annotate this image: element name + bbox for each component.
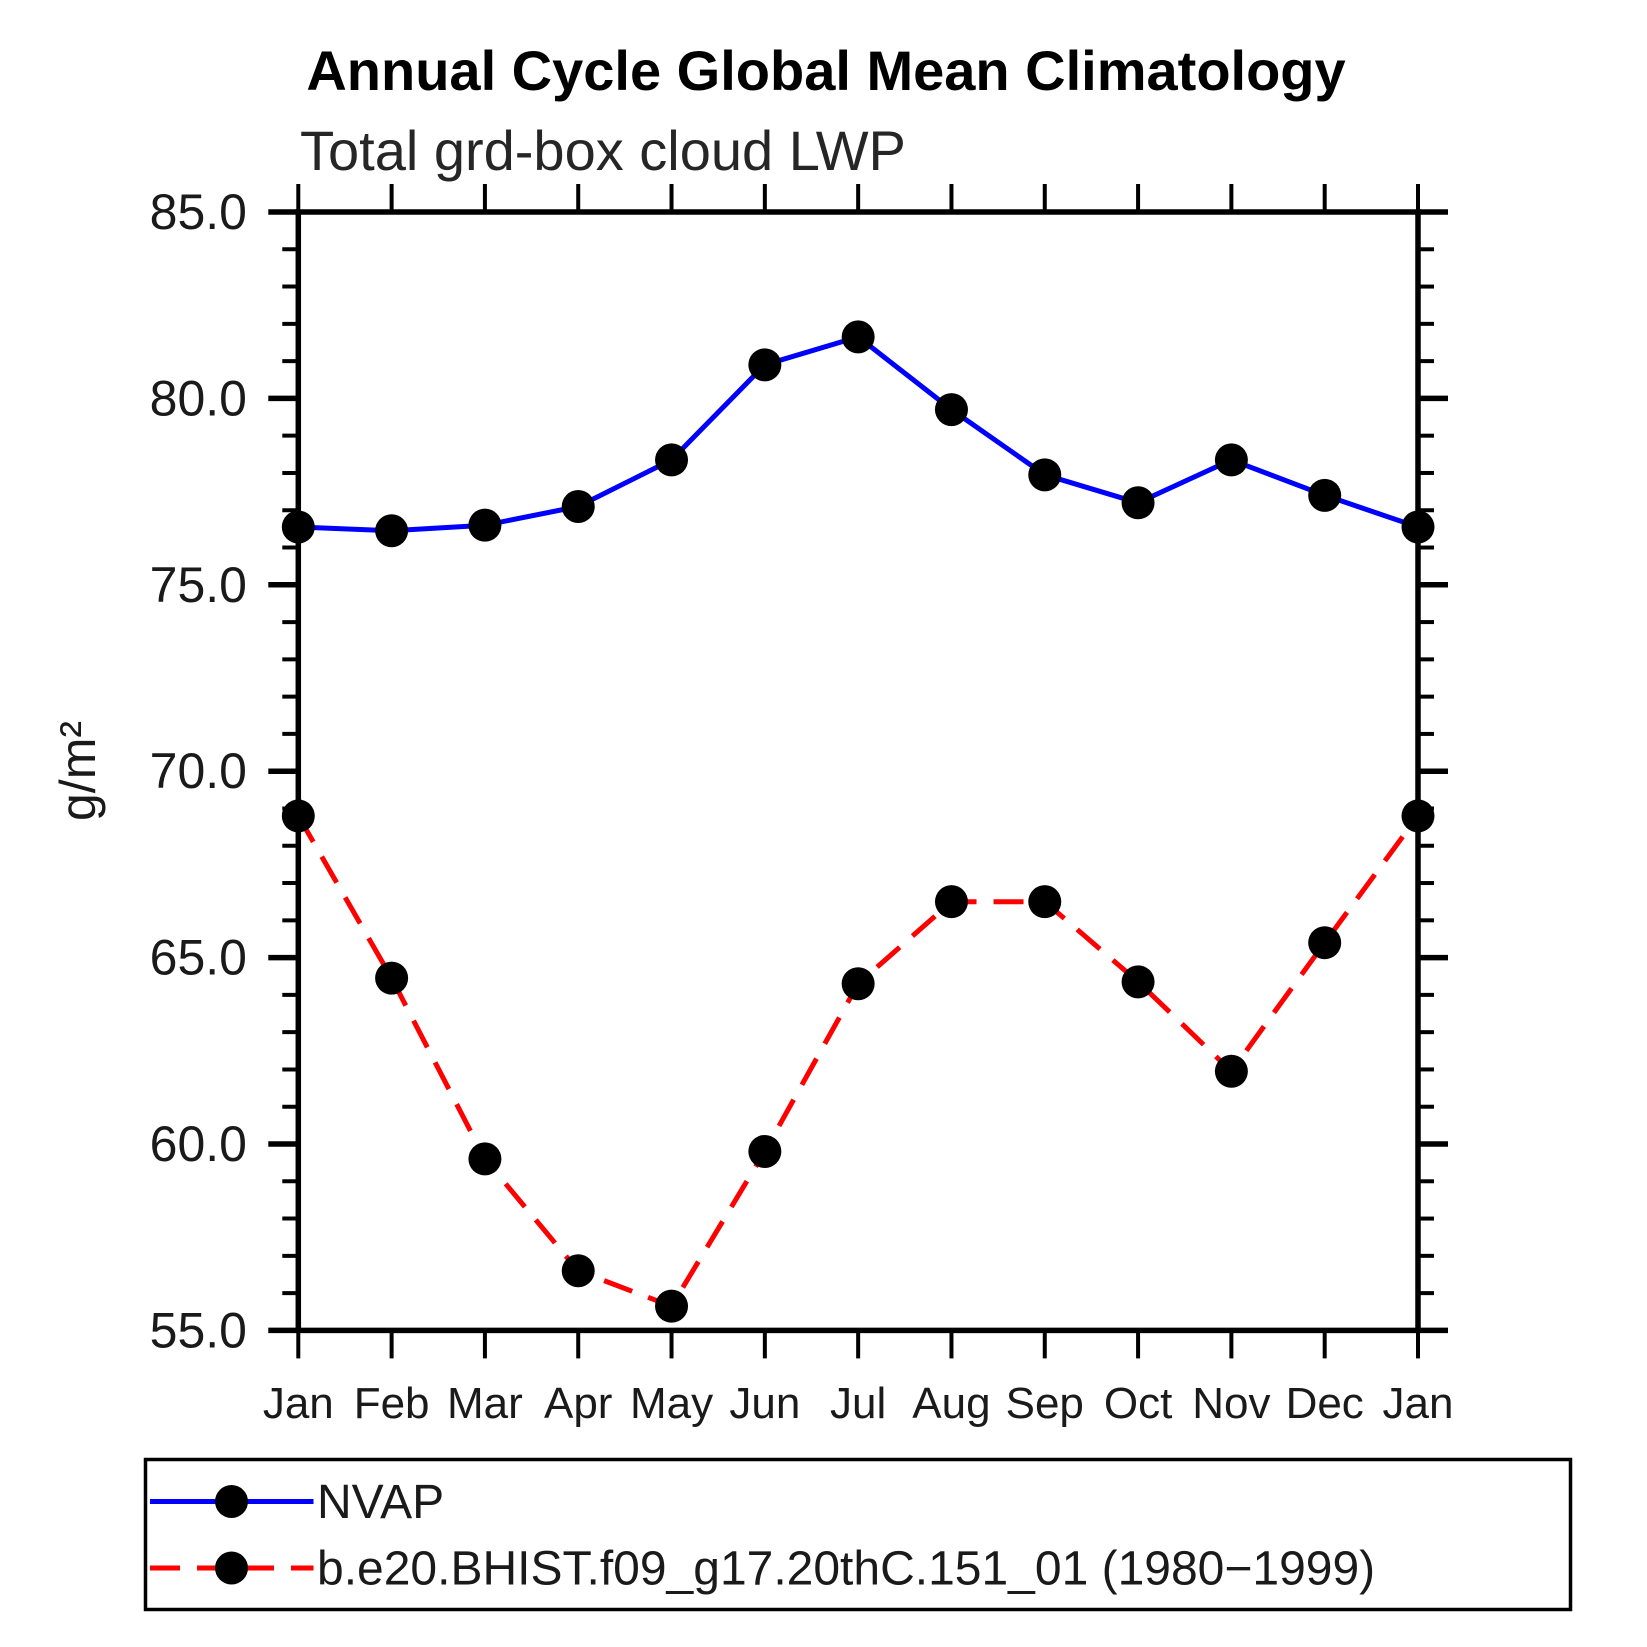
data-point-marker	[841, 320, 875, 354]
data-point-marker	[748, 1134, 782, 1168]
data-point-marker	[281, 799, 315, 833]
data-point-marker	[1121, 965, 1155, 999]
x-tick-label: Mar	[447, 1379, 523, 1428]
data-series	[281, 320, 1435, 1323]
x-axis-labels: Jan Feb Mar Apr May Jun Jul Aug Sep Oct Nov Dec Jan	[263, 1379, 1454, 1428]
data-point-marker	[561, 1254, 595, 1288]
series-line-model	[296, 814, 1421, 1309]
data-point-marker	[375, 514, 409, 548]
plot-box	[295, 209, 1421, 1334]
chart-subtitle: Total grd-box cloud LWP	[300, 119, 906, 182]
x-tick-label: Apr	[544, 1379, 612, 1428]
y-axis-label: g/m²	[50, 721, 106, 821]
x-tick-label: Sep	[1006, 1379, 1084, 1428]
data-point-marker	[468, 1142, 502, 1176]
data-point-marker	[655, 443, 689, 477]
data-point-marker	[1401, 799, 1435, 833]
data-point-marker	[1401, 510, 1435, 544]
x-tick-label: Aug	[912, 1379, 990, 1428]
y-tick-label: 75.0	[150, 557, 247, 613]
x-tick-label: Dec	[1286, 1379, 1364, 1428]
legend-entry-model: b.e20.BHIST.f09_g17.20thC.151_01 (1980−1…	[150, 1543, 1375, 1596]
data-point-marker	[561, 490, 595, 524]
data-point-marker	[655, 1289, 689, 1323]
x-tick-label: May	[630, 1379, 713, 1428]
data-point-marker	[1214, 443, 1248, 477]
series-line-nvap	[298, 334, 1419, 534]
legend: NVAP b.e20.BHIST.f09_g17.20thC.151_01 (1…	[143, 1457, 1573, 1612]
legend-box	[143, 1457, 1573, 1612]
legend-marker-model	[215, 1551, 248, 1585]
chart-title: Annual Cycle Global Mean Climatology	[306, 39, 1345, 102]
x-tick-label: Oct	[1104, 1379, 1172, 1428]
data-point-marker	[375, 961, 409, 995]
x-tick-label: Jul	[830, 1379, 886, 1428]
data-point-marker	[1308, 926, 1342, 960]
data-point-marker	[281, 510, 315, 544]
data-point-marker	[841, 967, 875, 1001]
data-point-marker	[934, 885, 968, 919]
plot-axes: 55.0 60.0 65.0 70.0 75.0 80.0 85.0	[150, 184, 1448, 1359]
data-point-marker	[1028, 885, 1062, 919]
y-tick-label: 55.0	[150, 1302, 247, 1358]
legend-label-nvap: NVAP	[317, 1476, 444, 1529]
data-point-marker	[1214, 1054, 1248, 1088]
y-tick-label: 60.0	[150, 1116, 247, 1172]
data-point-marker	[934, 393, 968, 427]
data-point-marker	[748, 348, 782, 382]
y-tick-label: 80.0	[150, 370, 247, 426]
x-tick-label: Jan	[263, 1379, 334, 1428]
y-tick-label: 85.0	[150, 184, 247, 240]
legend-label-model: b.e20.BHIST.f09_g17.20thC.151_01 (1980−1…	[317, 1543, 1375, 1596]
x-tick-label: Jun	[729, 1379, 800, 1428]
x-tick-label: Jan	[1383, 1379, 1454, 1428]
legend-marker-nvap	[215, 1485, 248, 1518]
data-point-marker	[468, 508, 502, 542]
data-point-marker	[1121, 486, 1155, 520]
x-tick-label: Nov	[1192, 1379, 1270, 1428]
y-tick-label: 70.0	[150, 743, 247, 799]
legend-entry-nvap: NVAP	[150, 1476, 444, 1529]
x-tick-label: Feb	[354, 1379, 430, 1428]
y-tick-label: 65.0	[150, 930, 247, 986]
data-point-marker	[1028, 458, 1062, 492]
data-point-marker	[1308, 478, 1342, 512]
